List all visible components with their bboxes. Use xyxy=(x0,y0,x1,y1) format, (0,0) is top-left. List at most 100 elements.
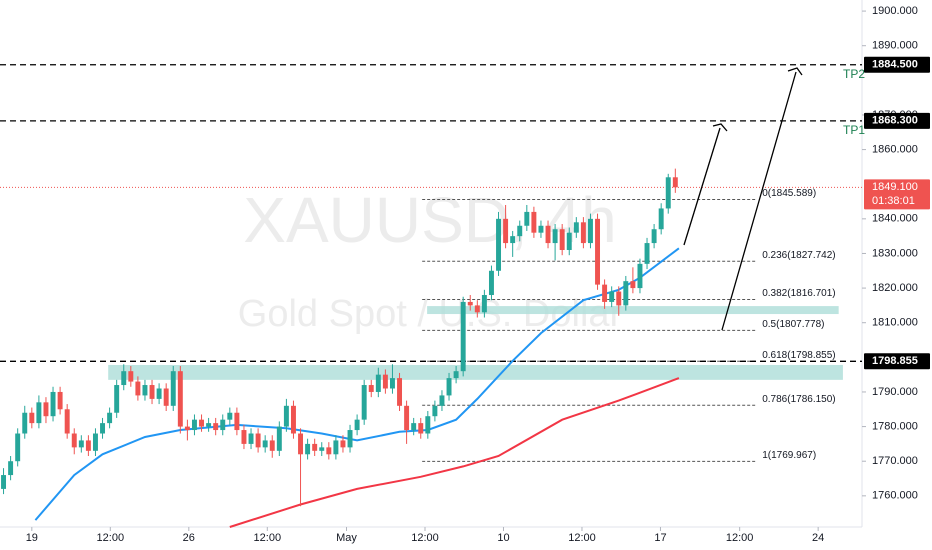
candle-body xyxy=(496,218,502,271)
candle-body xyxy=(92,433,98,451)
candle-body xyxy=(672,177,678,188)
candle-body xyxy=(8,461,14,476)
candle-body xyxy=(177,371,183,427)
candle-body xyxy=(184,426,190,431)
candle-body xyxy=(191,419,197,431)
candle-body xyxy=(517,225,523,237)
y-tick-label: 1900.000 xyxy=(872,5,918,17)
candle-body xyxy=(305,443,311,455)
fib-label: 0.236(1827.742) xyxy=(762,250,835,261)
candle-body xyxy=(658,208,664,230)
x-tick-label: 12:00 xyxy=(726,532,754,544)
candle-body xyxy=(602,284,608,302)
candle-body xyxy=(573,222,579,233)
candle-body xyxy=(1,475,7,489)
x-tick-label: May xyxy=(336,532,357,544)
candle-body xyxy=(36,402,42,424)
candle-body xyxy=(566,232,572,250)
candle-body xyxy=(510,236,516,244)
candle-body xyxy=(107,412,113,424)
candle-body xyxy=(531,211,537,233)
candle-body xyxy=(241,430,247,444)
candle-body xyxy=(234,412,240,431)
moving-average xyxy=(34,247,680,521)
fib-label: 0.382(1816.701) xyxy=(762,288,835,299)
candle-body xyxy=(199,419,205,427)
candle-body xyxy=(255,433,261,448)
candle-body xyxy=(347,430,353,448)
candle-body xyxy=(128,371,134,382)
candle-body xyxy=(170,371,176,406)
candle-body xyxy=(57,391,63,410)
candle-body xyxy=(609,291,615,302)
y-tick-label: 1830.000 xyxy=(872,247,918,259)
last-price-tag xyxy=(864,179,930,210)
candle-body xyxy=(397,378,403,406)
candle-body xyxy=(71,433,77,448)
fib-label: 1(1769.967) xyxy=(762,450,816,461)
candle-body xyxy=(418,423,424,434)
candle-body xyxy=(121,371,127,386)
candle-body xyxy=(64,409,70,434)
candle-body xyxy=(135,381,141,396)
candle-body xyxy=(269,440,275,451)
candle-body xyxy=(488,270,494,296)
arrow-head xyxy=(712,123,728,132)
candle-body xyxy=(595,218,601,285)
y-tick-label: 1780.000 xyxy=(872,420,918,432)
candle-body xyxy=(149,385,155,399)
candle-body xyxy=(616,291,622,306)
candle-body xyxy=(446,378,452,396)
tp-label: TP1 xyxy=(843,123,865,137)
price-tag-label: 1868.300 xyxy=(872,115,918,127)
fib-label: 0.5(1807.778) xyxy=(762,319,824,330)
candle-body xyxy=(29,412,35,424)
x-tick-label: 12:00 xyxy=(97,532,125,544)
y-tick-label: 1770.000 xyxy=(872,455,918,467)
x-tick-label: 12:00 xyxy=(254,532,282,544)
x-tick-label: 19 xyxy=(26,532,38,544)
candle-body xyxy=(220,419,226,431)
candle-body xyxy=(630,281,636,289)
arrow-head xyxy=(787,67,803,76)
candle-body xyxy=(503,218,509,244)
x-tick-label: 26 xyxy=(183,532,195,544)
candle-body xyxy=(432,405,438,417)
candle-body xyxy=(404,405,410,431)
candle-body xyxy=(340,440,346,448)
candle-body xyxy=(276,426,282,451)
candle-body xyxy=(580,222,586,244)
x-tick-label: 10 xyxy=(497,532,509,544)
y-tick-label: 1890.000 xyxy=(872,40,918,52)
zone xyxy=(108,364,843,380)
candle-body xyxy=(15,433,21,462)
moving-average xyxy=(229,377,680,528)
candle-body xyxy=(206,423,212,427)
zone xyxy=(427,306,839,315)
fib-label: 0.618(1798.855) xyxy=(762,350,835,361)
candle-body xyxy=(142,385,148,396)
plot: 0(1845.589) 0.236(1827.742) 0.382(1816.701… xyxy=(0,5,930,544)
x-tick-label: 17 xyxy=(654,532,666,544)
candle-body xyxy=(453,371,459,379)
candle-body xyxy=(651,229,657,244)
candle-body xyxy=(644,243,650,264)
price-tag xyxy=(864,112,930,129)
candle-body xyxy=(467,301,473,306)
y-tick-label: 1810.000 xyxy=(872,317,918,329)
candle-body xyxy=(623,281,629,306)
candle-body xyxy=(524,211,530,226)
candle-body xyxy=(213,423,219,431)
candle-body xyxy=(22,412,28,434)
candle-body xyxy=(100,423,106,434)
candle-body xyxy=(298,433,304,455)
candle-body xyxy=(375,374,381,392)
arrows xyxy=(683,67,803,331)
price-tag-label: 1884.500 xyxy=(872,59,918,71)
price-tag xyxy=(864,353,930,370)
candle-body xyxy=(382,374,388,389)
candle-body xyxy=(262,440,268,448)
candle-body xyxy=(290,405,296,434)
